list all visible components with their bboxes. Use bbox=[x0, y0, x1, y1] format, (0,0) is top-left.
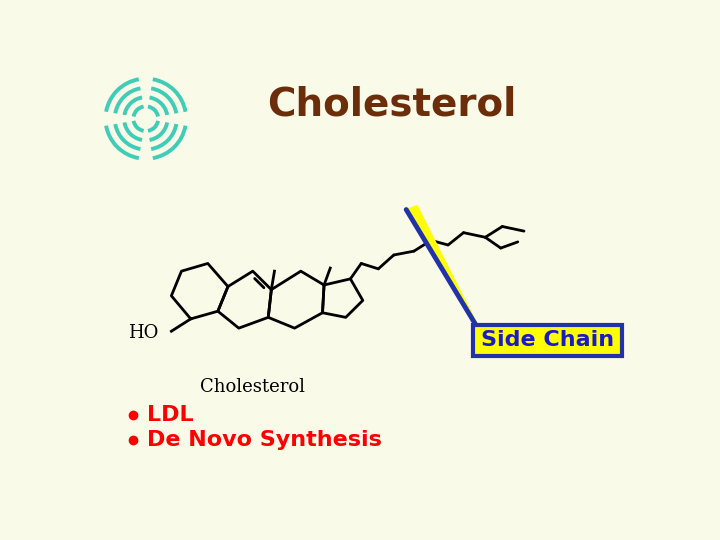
Text: HO: HO bbox=[128, 324, 158, 342]
Text: Side Chain: Side Chain bbox=[481, 330, 614, 350]
Text: Cholesterol: Cholesterol bbox=[268, 86, 517, 124]
FancyBboxPatch shape bbox=[473, 325, 621, 356]
Text: De Novo Synthesis: De Novo Synthesis bbox=[147, 430, 382, 450]
Text: Cholesterol: Cholesterol bbox=[200, 377, 305, 396]
Text: LDL: LDL bbox=[147, 405, 193, 425]
Polygon shape bbox=[406, 206, 485, 340]
